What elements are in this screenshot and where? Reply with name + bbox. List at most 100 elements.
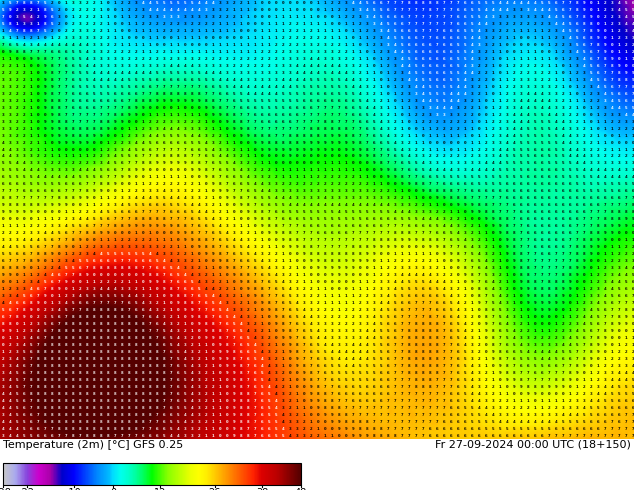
Text: 6: 6 — [450, 434, 452, 438]
Text: 2: 2 — [191, 120, 193, 123]
Text: 1: 1 — [16, 224, 18, 228]
Text: 9: 9 — [51, 85, 53, 89]
Text: 8: 8 — [113, 419, 116, 424]
Text: 6: 6 — [387, 147, 389, 151]
Text: 5: 5 — [534, 141, 536, 145]
Text: 1: 1 — [331, 301, 333, 305]
Text: 2: 2 — [611, 364, 613, 368]
Text: 3: 3 — [611, 169, 613, 172]
Text: 3: 3 — [9, 113, 11, 117]
Text: 1: 1 — [422, 126, 424, 130]
Text: 9: 9 — [583, 259, 585, 263]
Text: 2: 2 — [58, 36, 60, 40]
Text: 1: 1 — [205, 434, 207, 438]
Text: 2: 2 — [261, 169, 263, 172]
Text: 6: 6 — [624, 287, 627, 291]
Text: 4: 4 — [9, 245, 11, 249]
Text: 3: 3 — [506, 120, 508, 123]
Text: 5: 5 — [338, 92, 340, 96]
Text: 8: 8 — [127, 427, 131, 431]
Text: 7: 7 — [309, 113, 313, 117]
Text: 8: 8 — [51, 385, 53, 389]
Text: 7: 7 — [520, 245, 522, 249]
Text: 2: 2 — [23, 85, 25, 89]
Text: 4: 4 — [541, 357, 543, 361]
Text: 6: 6 — [534, 231, 536, 235]
Text: 4: 4 — [107, 162, 109, 166]
Text: 2: 2 — [394, 126, 396, 130]
Text: 4: 4 — [527, 120, 529, 123]
Text: 9: 9 — [583, 8, 585, 12]
Text: 1: 1 — [212, 399, 214, 403]
Text: 0: 0 — [281, 245, 284, 249]
Text: 3: 3 — [387, 196, 389, 200]
Text: 2: 2 — [436, 126, 438, 130]
Text: 1: 1 — [513, 29, 515, 33]
Text: 3: 3 — [506, 106, 508, 110]
Text: 2: 2 — [198, 266, 200, 270]
Text: Fr 27-09-2024 00:00 UTC (18+150): Fr 27-09-2024 00:00 UTC (18+150) — [435, 440, 631, 450]
Text: 5: 5 — [317, 217, 320, 221]
Text: 4: 4 — [631, 22, 634, 26]
Text: 5: 5 — [408, 50, 410, 54]
Text: 7: 7 — [429, 392, 431, 396]
Text: 1: 1 — [583, 294, 585, 298]
Text: 5: 5 — [338, 371, 340, 375]
Text: 7: 7 — [141, 92, 145, 96]
Text: 7: 7 — [436, 15, 438, 19]
Text: 6: 6 — [484, 189, 488, 194]
Text: 8: 8 — [51, 350, 53, 354]
Text: 5: 5 — [499, 175, 501, 179]
Text: 2: 2 — [261, 245, 263, 249]
Text: 6: 6 — [576, 22, 578, 26]
Text: 4: 4 — [226, 231, 228, 235]
Text: 1: 1 — [212, 371, 214, 375]
Text: 1: 1 — [79, 245, 81, 249]
Text: 7: 7 — [295, 231, 299, 235]
Text: 3: 3 — [163, 315, 165, 319]
Text: 2: 2 — [127, 8, 131, 12]
Text: 3: 3 — [359, 322, 361, 326]
Text: 6: 6 — [219, 238, 221, 242]
Text: 6: 6 — [618, 413, 620, 416]
Text: 6: 6 — [611, 406, 613, 410]
Text: 3: 3 — [86, 36, 88, 40]
Text: 8: 8 — [93, 406, 95, 410]
Text: 3: 3 — [302, 196, 306, 200]
Text: 8: 8 — [100, 126, 102, 130]
Text: 4: 4 — [631, 113, 634, 117]
Text: 1: 1 — [302, 280, 306, 284]
Text: 6: 6 — [541, 371, 543, 375]
Text: 0: 0 — [240, 36, 242, 40]
Text: 1: 1 — [338, 36, 340, 40]
Text: 2: 2 — [51, 1, 53, 5]
Text: 6: 6 — [79, 301, 81, 305]
Text: 0: 0 — [477, 126, 481, 130]
Text: 5: 5 — [79, 57, 81, 61]
Text: 2: 2 — [302, 427, 306, 431]
Text: 0: 0 — [492, 85, 495, 89]
Text: 0: 0 — [611, 238, 613, 242]
Text: 8: 8 — [86, 231, 88, 235]
Text: 9: 9 — [499, 224, 501, 228]
Text: 7: 7 — [163, 85, 165, 89]
Text: 4: 4 — [212, 287, 214, 291]
Text: 3: 3 — [65, 169, 67, 172]
Text: 3: 3 — [205, 15, 207, 19]
Text: 2: 2 — [604, 273, 606, 277]
Text: 6: 6 — [541, 434, 543, 438]
Text: 7: 7 — [429, 413, 431, 416]
Text: 4: 4 — [240, 322, 242, 326]
Text: 9: 9 — [107, 231, 109, 235]
Text: 5: 5 — [373, 210, 375, 214]
Text: 1: 1 — [16, 280, 18, 284]
Text: 6: 6 — [23, 399, 25, 403]
Text: 9: 9 — [463, 273, 467, 277]
Text: 1: 1 — [484, 357, 488, 361]
Text: 3: 3 — [72, 294, 74, 298]
Text: 6: 6 — [2, 182, 4, 186]
Text: 0: 0 — [16, 322, 18, 326]
Text: 5: 5 — [463, 175, 467, 179]
Text: 9: 9 — [443, 196, 445, 200]
Text: 6: 6 — [492, 308, 495, 312]
